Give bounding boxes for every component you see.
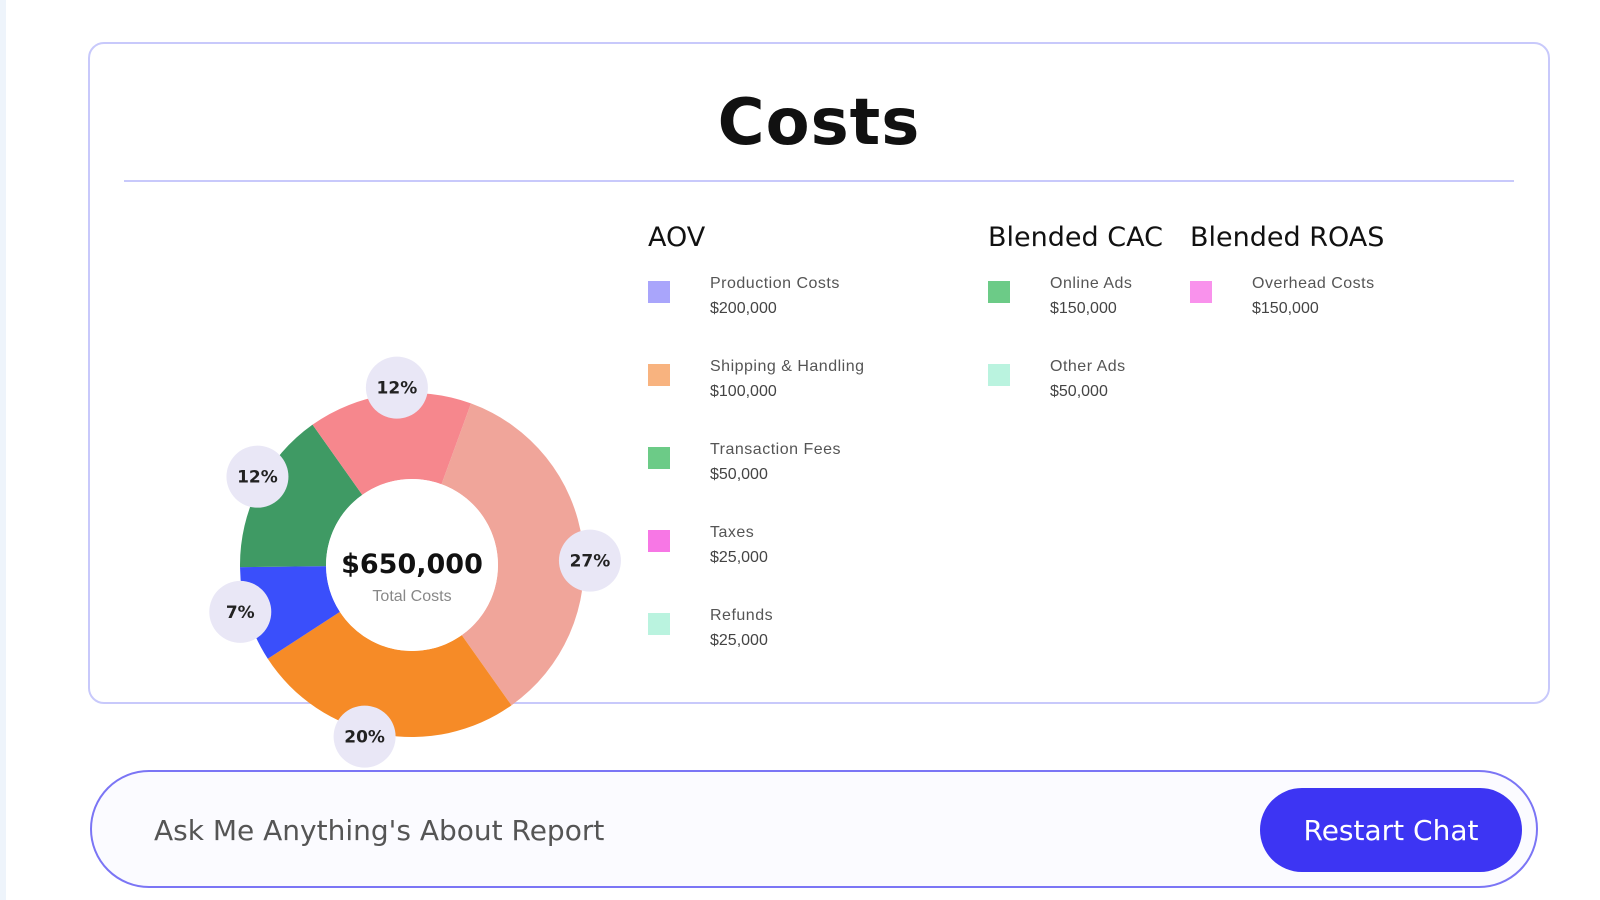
legend-item: Overhead Costs $150,000 <box>1190 271 1384 321</box>
legend-group-title: Blended ROAS <box>1190 222 1385 253</box>
legend-swatch <box>1190 281 1212 303</box>
costs-donut-chart: $650,000 Total Costs 27% 20% 7% 12% 12% <box>209 356 621 768</box>
legend-item: Production Costs $200,000 <box>648 271 865 321</box>
legend-item-name: Refunds <box>710 607 774 624</box>
legend-text: Shipping & Handling $100,000 <box>710 354 865 404</box>
costs-card: Costs $650,000 Total Costs 27% 20% 7% 12% 12… <box>88 42 1550 768</box>
legend-item-value: $50,000 <box>1050 383 1108 400</box>
legend-text: Other Ads $50,000 <box>1050 354 1126 404</box>
legend-item: Transaction Fees $50,000 <box>648 437 865 487</box>
legend-group-title: Blended CAC <box>988 222 1163 253</box>
legend-item: Refunds $25,000 <box>648 603 865 653</box>
percentage-badge <box>333 705 396 768</box>
percentage-badge <box>558 529 621 592</box>
legend-item-value: $50,000 <box>710 466 768 483</box>
page-left-edge <box>0 0 6 900</box>
chat-input[interactable] <box>152 798 1216 862</box>
legend-item-value: $100,000 <box>710 383 777 400</box>
donut-slice <box>240 424 363 568</box>
percentage-label: 20% <box>344 728 385 748</box>
legend-swatch <box>648 281 670 303</box>
percentage-badge <box>226 445 289 508</box>
legend-text: Production Costs $200,000 <box>710 271 840 321</box>
percentage-badge <box>365 356 428 419</box>
legend-item-value: $200,000 <box>710 300 777 317</box>
chat-bar: Restart Chat <box>90 770 1538 888</box>
donut-slice <box>441 403 584 706</box>
legend-group-blended-roas: Blended ROAS Overhead Costs $150,000 <box>1190 222 1384 354</box>
legend-text: Overhead Costs $150,000 <box>1252 271 1375 321</box>
percentage-label: 12% <box>237 468 278 488</box>
card-title: Costs <box>717 86 921 160</box>
legend-group-title: AOV <box>648 222 706 253</box>
legend-item-name: Other Ads <box>1050 358 1126 375</box>
legend-item-value: $25,000 <box>710 549 768 566</box>
percentage-label: 27% <box>570 552 611 572</box>
legend-group-aov: AOV Production Costs $200,000 Shipping & H… <box>648 222 865 686</box>
legend-swatch <box>648 447 670 469</box>
percentage-label: 12% <box>377 379 418 399</box>
legend-item-value: $25,000 <box>710 632 768 649</box>
percentage-label: 7% <box>226 603 255 623</box>
legend-item: Online Ads $150,000 <box>988 271 1163 321</box>
title-divider <box>124 180 1514 182</box>
legend-group-blended-cac: Blended CAC Online Ads $150,000 Other Ads $… <box>988 222 1163 437</box>
legend-text: Refunds $25,000 <box>710 603 773 653</box>
total-costs-label: Total Costs <box>372 588 451 605</box>
legend-item-name: Overhead Costs <box>1252 275 1375 292</box>
legend-item-name: Taxes <box>710 524 755 541</box>
legend-text: Transaction Fees $50,000 <box>710 437 841 487</box>
legend-item: Shipping & Handling $100,000 <box>648 354 865 404</box>
legend-item-value: $150,000 <box>1050 300 1117 317</box>
restart-chat-button[interactable]: Restart Chat <box>1260 788 1522 872</box>
legend-swatch <box>988 364 1010 386</box>
legend-item-name: Transaction Fees <box>710 441 842 458</box>
legend-swatch <box>988 281 1010 303</box>
legend-swatch <box>648 613 670 635</box>
donut-slice <box>312 393 471 495</box>
total-costs-value: $650,000 <box>341 549 483 580</box>
legend-item-value: $150,000 <box>1252 300 1319 317</box>
legend-item-name: Shipping & Handling <box>710 358 865 375</box>
donut-hole <box>326 479 498 651</box>
percentage-badge <box>209 580 272 643</box>
legend-item-name: Online Ads <box>1050 275 1133 292</box>
legend-item-name: Production Costs <box>710 275 840 292</box>
legend-item: Other Ads $50,000 <box>988 354 1163 404</box>
legend-swatch <box>648 530 670 552</box>
legend-swatch <box>648 364 670 386</box>
donut-slice <box>267 611 512 737</box>
legend-item: Taxes $25,000 <box>648 520 865 570</box>
legend-text: Taxes $25,000 <box>710 520 768 570</box>
donut-slice <box>240 566 340 659</box>
legend-text: Online Ads $150,000 <box>1050 271 1132 321</box>
